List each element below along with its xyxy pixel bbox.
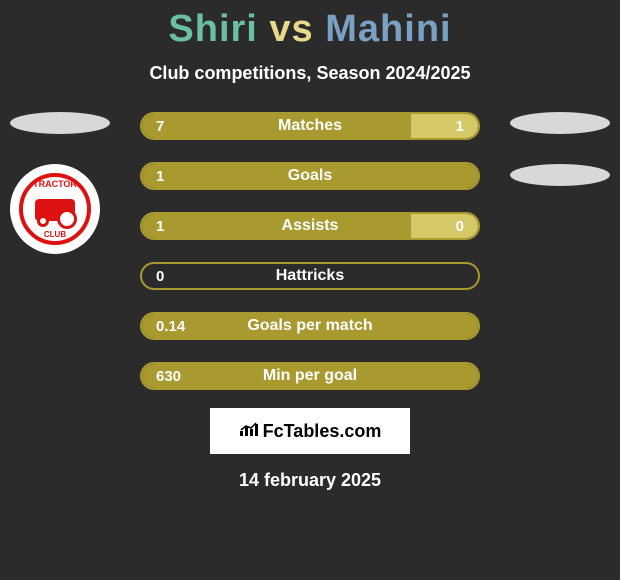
stat-label: Matches [142, 114, 478, 138]
player1-name: Shiri [168, 8, 257, 50]
stat-bar-assists: 1 Assists 0 [140, 212, 480, 240]
stat-label: Goals [142, 164, 478, 188]
player2-placeholder-ellipse-2 [510, 164, 610, 186]
tractor-club-logo: TRACTOR CLUB [19, 173, 91, 245]
tractor-wheel-big-icon [57, 209, 77, 229]
club-name-top: TRACTOR [23, 179, 87, 189]
right-player-column [510, 112, 610, 216]
comparison-content: TRACTOR CLUB 7 Matches 1 1 Goals [0, 112, 620, 390]
player2-placeholder-ellipse-1 [510, 112, 610, 134]
vs-label: vs [269, 8, 313, 50]
stat-right-value: 0 [456, 214, 464, 238]
stat-bar-min-per-goal: 630 Min per goal [140, 362, 480, 390]
brand-watermark[interactable]: FcTables.com [210, 408, 410, 454]
club-name-bottom: CLUB [23, 230, 87, 239]
player1-placeholder-ellipse [10, 112, 110, 134]
stat-label: Assists [142, 214, 478, 238]
page-title: Shiri vs Mahini [0, 0, 620, 51]
stat-bar-matches: 7 Matches 1 [140, 112, 480, 140]
stats-bars: 7 Matches 1 1 Goals 1 Assists 0 0 Hattri… [140, 112, 480, 390]
tractor-wheel-small-icon [37, 215, 49, 227]
brand-text: FcTables.com [263, 421, 382, 442]
stat-label: Goals per match [142, 314, 478, 338]
stat-bar-goals-per-match: 0.14 Goals per match [140, 312, 480, 340]
subtitle: Club competitions, Season 2024/2025 [0, 63, 620, 84]
footer-date: 14 february 2025 [0, 470, 620, 491]
stat-bar-hattricks: 0 Hattricks [140, 262, 480, 290]
chart-icon [239, 421, 259, 441]
stat-bar-goals: 1 Goals [140, 162, 480, 190]
stat-label: Min per goal [142, 364, 478, 388]
stat-label: Hattricks [142, 264, 478, 288]
stat-right-value: 1 [456, 114, 464, 138]
player2-name: Mahini [325, 8, 451, 50]
left-player-column: TRACTOR CLUB [10, 112, 110, 254]
player1-club-badge: TRACTOR CLUB [10, 164, 100, 254]
